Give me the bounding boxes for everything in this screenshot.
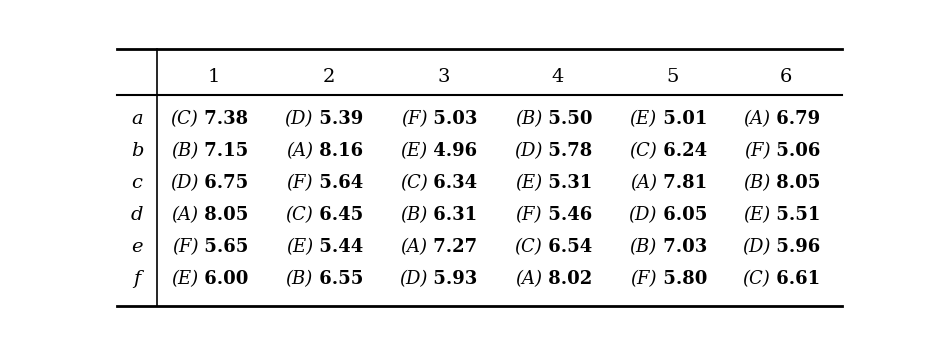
Text: 5.65: 5.65 xyxy=(198,238,249,256)
Text: 5.96: 5.96 xyxy=(770,238,821,256)
Text: (A): (A) xyxy=(171,206,198,224)
Text: 3: 3 xyxy=(437,68,449,86)
Text: (C): (C) xyxy=(629,142,657,160)
Text: 2: 2 xyxy=(323,68,335,86)
Text: (B): (B) xyxy=(285,270,313,287)
Text: (A): (A) xyxy=(743,110,770,128)
Text: (A): (A) xyxy=(630,174,657,192)
Text: (E): (E) xyxy=(630,110,657,128)
Text: (F): (F) xyxy=(630,270,657,287)
Text: 5.01: 5.01 xyxy=(657,110,707,128)
Text: 7.03: 7.03 xyxy=(657,238,707,256)
Text: 7.27: 7.27 xyxy=(428,238,477,256)
Text: e: e xyxy=(131,238,142,256)
Text: (F): (F) xyxy=(744,142,770,160)
Text: 6.34: 6.34 xyxy=(428,174,477,192)
Text: (F): (F) xyxy=(171,238,198,256)
Text: 6.24: 6.24 xyxy=(657,142,707,160)
Text: a: a xyxy=(131,110,143,128)
Text: 5.64: 5.64 xyxy=(313,174,363,192)
Text: 8.05: 8.05 xyxy=(770,174,821,192)
Text: 6.54: 6.54 xyxy=(542,238,592,256)
Text: (F): (F) xyxy=(286,174,313,192)
Text: 5.78: 5.78 xyxy=(542,142,592,160)
Text: 8.05: 8.05 xyxy=(198,206,249,224)
Text: c: c xyxy=(132,174,142,192)
Text: 5.31: 5.31 xyxy=(542,174,592,192)
Text: (A): (A) xyxy=(401,238,428,256)
Text: (B): (B) xyxy=(629,238,657,256)
Text: (F): (F) xyxy=(401,110,428,128)
Text: 5: 5 xyxy=(666,68,679,86)
Text: 7.38: 7.38 xyxy=(198,110,248,128)
Text: (B): (B) xyxy=(743,174,770,192)
Text: (E): (E) xyxy=(515,174,542,192)
Text: 8.02: 8.02 xyxy=(542,270,592,287)
Text: (F): (F) xyxy=(516,206,542,224)
Text: 6.05: 6.05 xyxy=(657,206,707,224)
Text: f: f xyxy=(133,270,140,287)
Text: 4: 4 xyxy=(552,68,564,86)
Text: 6.79: 6.79 xyxy=(770,110,820,128)
Text: (D): (D) xyxy=(628,206,657,224)
Text: 5.80: 5.80 xyxy=(657,270,707,287)
Text: 5.50: 5.50 xyxy=(542,110,592,128)
Text: 6.55: 6.55 xyxy=(313,270,363,287)
Text: (B): (B) xyxy=(171,142,198,160)
Text: 7.81: 7.81 xyxy=(657,174,707,192)
Text: (D): (D) xyxy=(399,270,428,287)
Text: 6.31: 6.31 xyxy=(428,206,477,224)
Text: (E): (E) xyxy=(401,142,428,160)
Text: (D): (D) xyxy=(742,238,770,256)
Text: 6.45: 6.45 xyxy=(313,206,363,224)
Text: 6.75: 6.75 xyxy=(198,174,248,192)
Text: (D): (D) xyxy=(169,174,198,192)
Text: (B): (B) xyxy=(515,110,542,128)
Text: (C): (C) xyxy=(285,206,313,224)
Text: 5.06: 5.06 xyxy=(770,142,821,160)
Text: (E): (E) xyxy=(171,270,198,287)
Text: (C): (C) xyxy=(400,174,428,192)
Text: 6: 6 xyxy=(780,68,793,86)
Text: 1: 1 xyxy=(208,68,220,86)
Text: (B): (B) xyxy=(401,206,428,224)
Text: (C): (C) xyxy=(742,270,770,287)
Text: d: d xyxy=(131,206,143,224)
Text: (E): (E) xyxy=(285,238,313,256)
Text: 5.03: 5.03 xyxy=(428,110,478,128)
Text: 5.46: 5.46 xyxy=(542,206,592,224)
Text: (A): (A) xyxy=(515,270,542,287)
Text: 8.16: 8.16 xyxy=(313,142,363,160)
Text: 6.00: 6.00 xyxy=(198,270,249,287)
Text: (C): (C) xyxy=(515,238,542,256)
Text: 6.61: 6.61 xyxy=(770,270,820,287)
Text: 7.15: 7.15 xyxy=(198,142,248,160)
Text: 5.44: 5.44 xyxy=(313,238,363,256)
Text: 5.51: 5.51 xyxy=(770,206,821,224)
Text: b: b xyxy=(131,142,143,160)
Text: (D): (D) xyxy=(514,142,542,160)
Text: 5.39: 5.39 xyxy=(313,110,363,128)
Text: 5.93: 5.93 xyxy=(428,270,477,287)
Text: (C): (C) xyxy=(170,110,198,128)
Text: (E): (E) xyxy=(743,206,770,224)
Text: (A): (A) xyxy=(285,142,313,160)
Text: 4.96: 4.96 xyxy=(428,142,477,160)
Text: (D): (D) xyxy=(285,110,313,128)
